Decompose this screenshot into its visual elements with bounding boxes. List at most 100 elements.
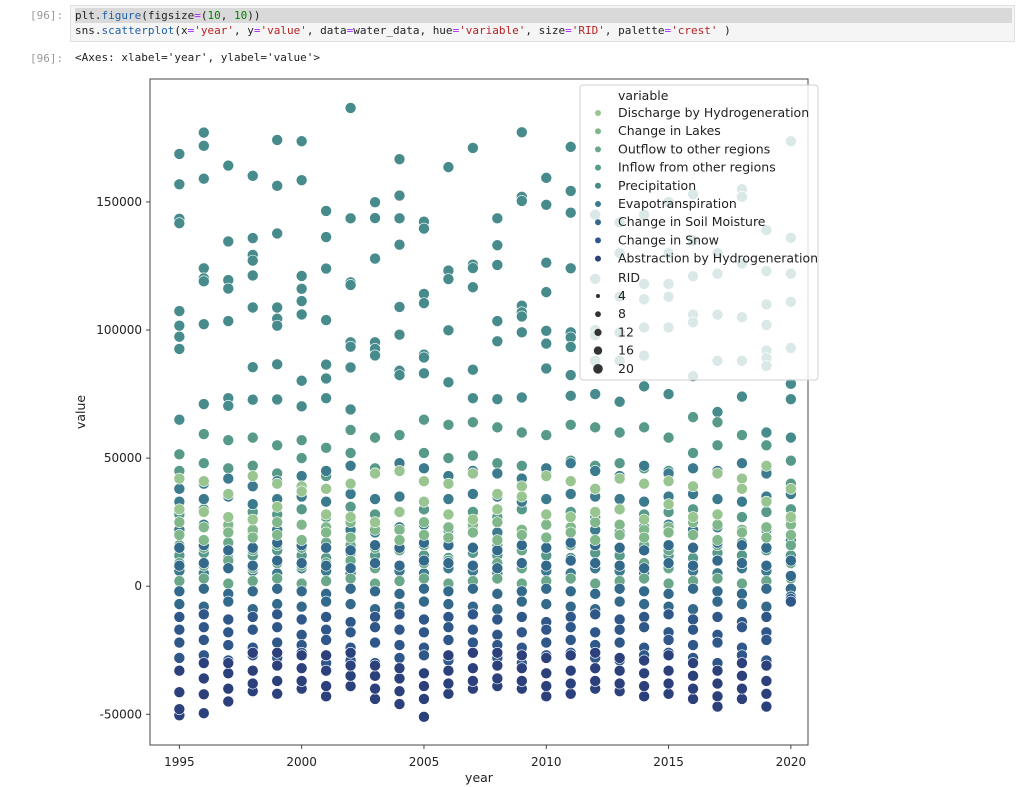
code-token: = xyxy=(664,24,672,37)
data-point xyxy=(271,358,283,371)
data-point xyxy=(687,529,699,541)
data-point xyxy=(198,621,210,633)
data-point xyxy=(564,475,577,487)
data-point xyxy=(246,646,259,659)
data-point xyxy=(442,273,455,285)
data-point xyxy=(418,495,430,508)
data-point xyxy=(467,467,479,480)
data-point xyxy=(320,541,332,554)
code-token: plt. xyxy=(75,9,102,22)
data-point xyxy=(173,319,186,332)
data-point xyxy=(736,557,748,569)
data-point xyxy=(760,559,773,572)
data-point xyxy=(369,636,381,649)
data-point xyxy=(785,539,797,552)
data-point xyxy=(344,582,357,595)
data-point xyxy=(369,659,381,672)
code-line-1: plt.figure(figsize=(10, 10)) xyxy=(75,8,1012,23)
data-point xyxy=(246,513,259,526)
data-point xyxy=(222,282,235,295)
data-point xyxy=(711,493,724,505)
data-point xyxy=(173,529,186,541)
data-point xyxy=(736,472,748,485)
data-point xyxy=(173,686,186,699)
legend-box xyxy=(579,84,819,381)
data-point xyxy=(198,398,210,410)
data-point xyxy=(295,613,308,626)
data-point xyxy=(246,531,259,544)
data-point xyxy=(295,174,308,186)
data-point xyxy=(173,343,186,355)
data-point xyxy=(662,588,675,600)
legend-marker xyxy=(595,182,601,189)
data-point xyxy=(344,340,357,353)
data-point xyxy=(344,616,357,628)
data-point xyxy=(369,682,381,695)
data-point xyxy=(564,511,577,523)
data-point xyxy=(467,662,479,674)
code-token: 10 xyxy=(207,9,221,22)
data-point xyxy=(491,259,504,271)
y-tick-label: -50000 xyxy=(99,707,142,721)
data-point xyxy=(516,595,528,608)
data-point xyxy=(198,493,210,505)
data-point xyxy=(613,518,626,531)
data-point xyxy=(222,613,235,626)
legend-entry: Precipitation xyxy=(618,178,696,193)
data-point xyxy=(344,531,357,544)
data-point xyxy=(222,639,235,651)
data-point xyxy=(760,426,773,439)
code-token: = xyxy=(346,24,354,37)
data-point xyxy=(491,572,504,585)
data-point xyxy=(638,585,650,598)
data-point xyxy=(320,526,332,539)
data-point xyxy=(393,301,406,313)
legend-size-marker xyxy=(594,328,602,336)
data-point xyxy=(662,475,675,487)
data-point xyxy=(344,572,357,585)
data-point xyxy=(662,431,675,444)
data-point xyxy=(467,526,479,539)
code-token: = xyxy=(253,24,261,37)
data-point xyxy=(418,367,430,380)
data-point xyxy=(613,503,626,516)
data-point xyxy=(393,588,406,600)
data-point xyxy=(564,664,577,677)
data-point xyxy=(711,595,724,608)
x-tick-label: 2020 xyxy=(776,755,807,769)
data-point xyxy=(711,467,724,480)
data-point xyxy=(442,419,455,431)
data-point xyxy=(222,667,235,680)
data-point xyxy=(687,657,699,669)
data-point xyxy=(271,180,283,192)
data-point xyxy=(516,391,528,404)
data-point xyxy=(760,459,773,472)
data-point xyxy=(320,465,332,477)
data-point xyxy=(222,400,235,412)
code-token: 'year' xyxy=(194,24,234,37)
data-point xyxy=(418,626,430,639)
data-point xyxy=(442,531,455,544)
legend-entry: Change in Lakes xyxy=(618,123,721,138)
data-point xyxy=(442,634,455,646)
data-point xyxy=(589,534,601,546)
data-point xyxy=(491,603,504,616)
code-cell[interactable]: plt.figure(figsize=(10, 10)) sns.scatter… xyxy=(70,5,1015,42)
data-point xyxy=(344,562,357,575)
data-point xyxy=(638,513,650,526)
data-point xyxy=(198,582,210,595)
data-point xyxy=(589,646,601,659)
data-point xyxy=(711,406,724,418)
data-point xyxy=(540,623,553,636)
data-point xyxy=(491,562,504,575)
data-point xyxy=(613,493,626,505)
code-token: , y xyxy=(233,24,254,37)
data-point xyxy=(467,582,479,595)
data-point xyxy=(613,595,626,608)
data-point xyxy=(760,687,773,700)
data-point xyxy=(344,212,357,225)
data-point xyxy=(271,646,283,659)
legend-marker xyxy=(595,146,601,153)
legend-marker xyxy=(595,219,601,226)
data-point xyxy=(344,424,357,436)
